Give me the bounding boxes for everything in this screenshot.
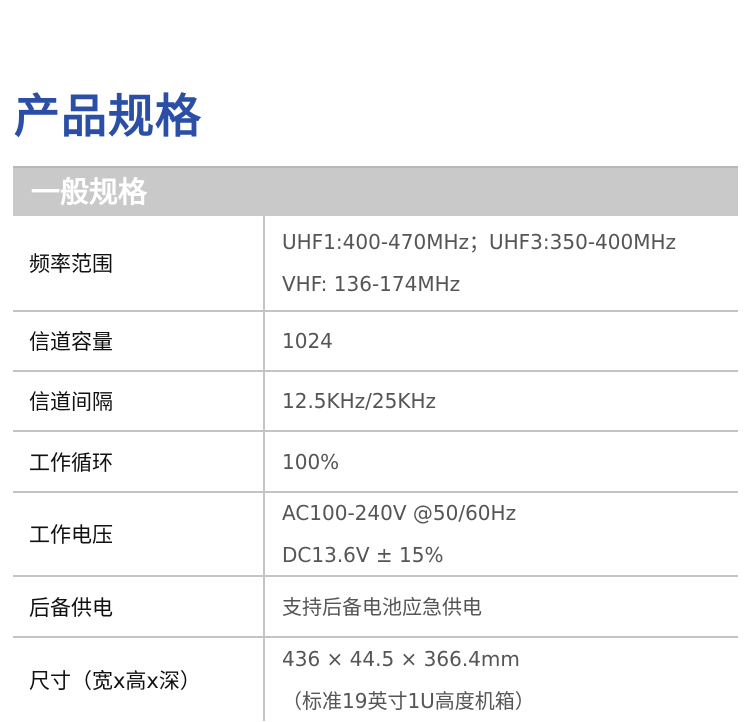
spec-label: 后备供电 [13, 577, 265, 636]
spec-value: 436 × 44.5 × 366.4mm （标准19英寸1U高度机箱） [265, 638, 738, 721]
spec-value-line: VHF: 136-174MHz [282, 272, 461, 296]
spec-label: 信道间隔 [13, 372, 265, 430]
spec-label: 工作循环 [13, 432, 265, 491]
spec-table: 一般规格 频率范围 UHF1:400-470MHz；UHF3:350-400MHz… [13, 166, 738, 721]
spec-value: 100% [265, 432, 738, 491]
table-row: 工作循环 100% [13, 430, 738, 491]
spec-value: UHF1:400-470MHz；UHF3:350-400MHz VHF: 136-… [265, 216, 738, 310]
spec-value: 12.5KHz/25KHz [265, 372, 738, 430]
spec-value: AC100-240V @50/60Hz DC13.6V ± 15% [265, 493, 738, 575]
table-row: 信道间隔 12.5KHz/25KHz [13, 370, 738, 430]
spec-value-line: UHF1:400-470MHz；UHF3:350-400MHz [282, 230, 677, 254]
table-row: 后备供电 支持后备电池应急供电 [13, 575, 738, 636]
table-row: 尺寸（宽x高x深） 436 × 44.5 × 366.4mm （标准19英寸1U高度… [13, 636, 738, 721]
page-title: 产品规格 [14, 89, 202, 143]
spec-label: 尺寸（宽x高x深） [13, 638, 265, 721]
spec-value-line: DC13.6V ± 15% [282, 543, 444, 567]
spec-value-line: 436 × 44.5 × 366.4mm [282, 646, 520, 671]
spec-value-line: 支持后备电池应急供电 [282, 594, 482, 619]
section-header: 一般规格 [13, 166, 738, 216]
spec-value-line: 100% [282, 449, 340, 474]
spec-label: 信道容量 [13, 312, 265, 370]
spec-value-line: 1024 [282, 329, 333, 353]
spec-value: 支持后备电池应急供电 [265, 577, 738, 636]
table-row: 信道容量 1024 [13, 310, 738, 370]
spec-value: 1024 [265, 312, 738, 370]
spec-label: 工作电压 [13, 493, 265, 575]
table-row: 频率范围 UHF1:400-470MHz；UHF3:350-400MHz VHF: … [13, 216, 738, 310]
spec-value-line: 12.5KHz/25KHz [282, 389, 437, 413]
spec-value-line: （标准19英寸1U高度机箱） [282, 688, 535, 713]
table-row: 工作电压 AC100-240V @50/60Hz DC13.6V ± 15% [13, 491, 738, 575]
spec-label: 频率范围 [13, 216, 265, 310]
spec-value-line: AC100-240V @50/60Hz [282, 501, 517, 525]
